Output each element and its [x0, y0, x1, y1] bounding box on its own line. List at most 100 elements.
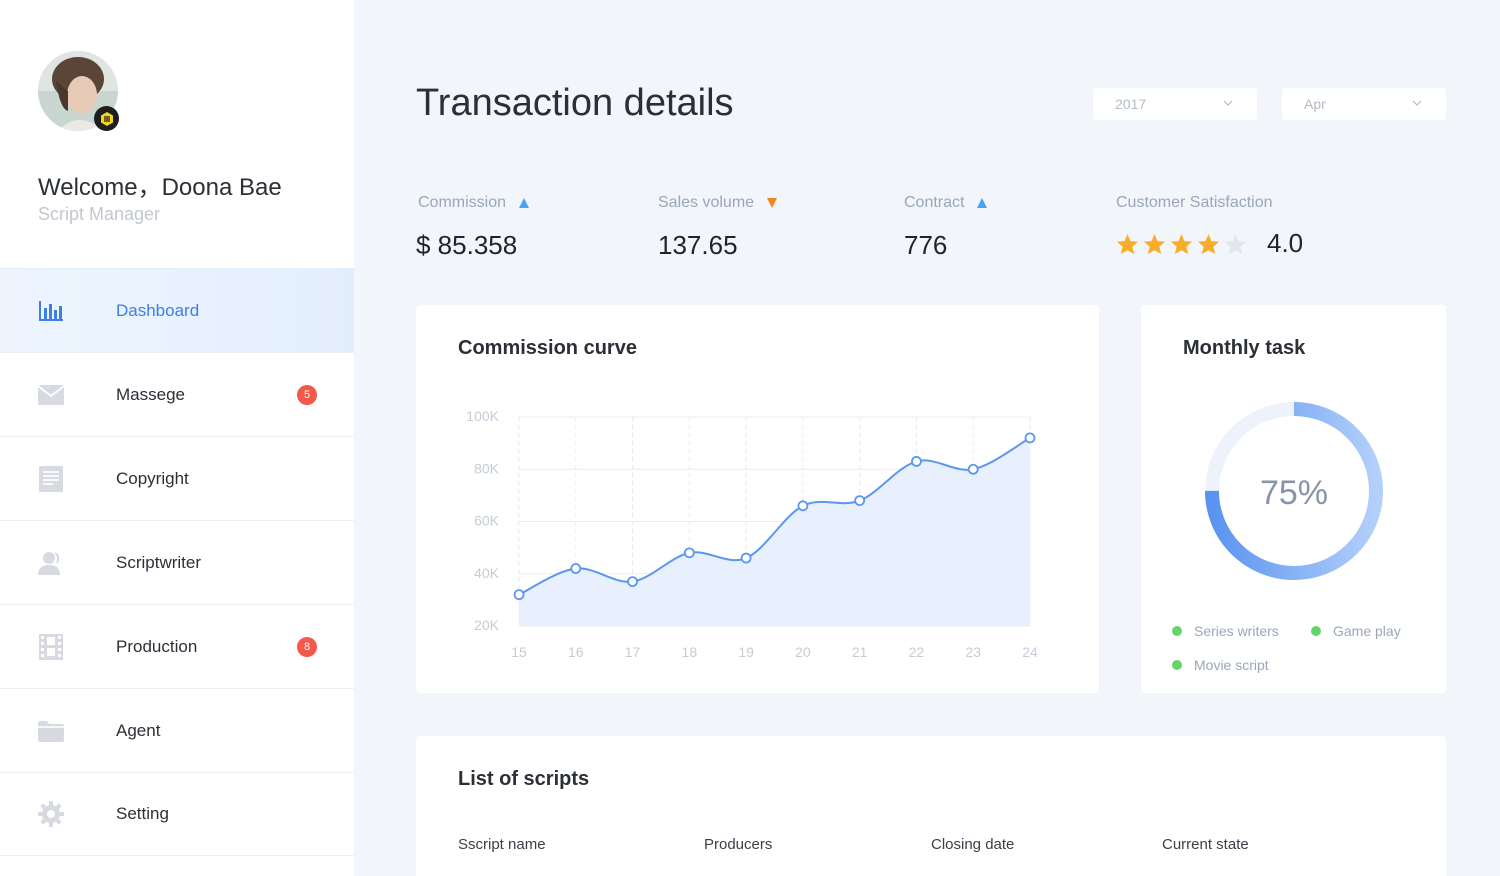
legend-item: Series writers	[1172, 623, 1279, 639]
monthly-task-card: Monthly task 75% Series writers Game pla…	[1141, 305, 1446, 693]
legend-item: Game play	[1311, 623, 1401, 639]
month-select-value: Apr	[1304, 96, 1326, 112]
chevron-down-icon	[1412, 100, 1422, 106]
stat-value: $ 85.358	[416, 230, 518, 260]
film-icon	[38, 633, 64, 660]
data-point[interactable]	[967, 463, 979, 475]
document-icon	[38, 465, 64, 492]
page-title: Transaction details	[416, 82, 734, 124]
sidebar-item-setting[interactable]: Setting	[0, 772, 354, 856]
commission-curve-card: Commission curve 100K 80K 60K 40K 20K 15 16 17 1…	[416, 305, 1099, 693]
stat-value: 776	[904, 230, 948, 260]
column-header-current-state[interactable]: Current state	[1162, 836, 1249, 853]
stat-value: 4.0	[1267, 228, 1304, 258]
chevron-down-icon	[1223, 100, 1233, 106]
sidebar-item-label: Setting	[116, 804, 169, 823]
sidebar-item-label: Production	[116, 636, 198, 656]
user-name: Doona Bae	[161, 174, 282, 201]
column-header-closing-date[interactable]: Closing date	[931, 836, 1015, 853]
x-tick-label: 17	[625, 644, 641, 660]
data-point[interactable]	[570, 563, 582, 574]
y-tick-label: 20K	[474, 617, 500, 633]
message-count-badge: 5	[297, 384, 317, 405]
stat-contract: Contract 776	[904, 194, 988, 261]
card-title: List of scripts	[458, 768, 590, 790]
scripts-list-card: List of scripts Sscript name Producers C…	[416, 736, 1446, 876]
star-icon	[1170, 233, 1193, 254]
task-progress-donut: 75%	[1205, 402, 1383, 580]
sidebar-item-scriptwriter[interactable]: Scriptwriter	[0, 520, 354, 604]
stat-commission: Commission $ 85.358	[416, 194, 530, 261]
sidebar-item-label: Scriptwriter	[116, 552, 202, 572]
commission-chart: 100K 80K 60K 40K 20K 15 16 17 18 19 20 21 22 23 24	[466, 408, 1038, 660]
sidebar-item-agent[interactable]: Agent	[0, 688, 354, 772]
sidebar-item-production[interactable]: Production 8	[0, 604, 354, 688]
data-point[interactable]	[683, 547, 695, 559]
series-area	[519, 437, 1030, 626]
stat-value: 137.65	[658, 230, 738, 260]
sidebar-nav: Dashboard Massege 5 Copyright Scriptwrit…	[0, 268, 354, 856]
data-point[interactable]	[911, 456, 922, 467]
legend-label: Movie script	[1194, 657, 1269, 673]
user-icon	[38, 550, 64, 576]
month-select[interactable]: Apr	[1282, 88, 1446, 120]
production-count-badge: 8	[297, 636, 317, 657]
legend-dot	[1172, 660, 1182, 670]
legend-label: Game play	[1333, 623, 1401, 639]
welcome-text: Welcome，Doona Bae	[38, 167, 282, 202]
x-tick-label: 20	[795, 644, 811, 660]
trend-down-icon	[767, 198, 778, 208]
stat-label: Commission	[418, 194, 507, 211]
x-tick-label: 15	[511, 644, 527, 660]
donut-progress-arc	[1205, 402, 1383, 580]
stat-customer-satisfaction: Customer Satisfaction 4.0	[1116, 194, 1303, 259]
card-title: Monthly task	[1183, 337, 1306, 359]
y-tick-label: 60K	[474, 513, 500, 529]
sidebar-item-massege[interactable]: Massege 5	[0, 352, 354, 436]
sidebar-item-label: Massege	[116, 384, 185, 404]
data-point[interactable]	[740, 552, 752, 564]
y-tick-label: 80K	[474, 460, 500, 476]
year-select-value: 2017	[1115, 96, 1147, 112]
star-icon	[1224, 233, 1247, 254]
x-tick-label: 22	[909, 644, 925, 660]
data-point[interactable]	[627, 576, 638, 587]
year-select[interactable]: 2017	[1093, 88, 1257, 120]
x-tick-label: 24	[1022, 644, 1038, 660]
y-tick-label: 40K	[474, 565, 500, 581]
data-point[interactable]	[513, 589, 525, 601]
legend-dot	[1172, 626, 1182, 636]
sidebar-item-dashboard[interactable]: Dashboard	[0, 268, 354, 352]
star-icon	[1197, 233, 1220, 254]
x-tick-label: 18	[682, 644, 698, 660]
x-tick-label: 19	[738, 644, 754, 660]
y-tick-label: 100K	[466, 408, 499, 424]
legend-item: Movie script	[1172, 657, 1269, 673]
x-tick-label: 21	[852, 644, 868, 660]
x-tick-label: 23	[965, 644, 981, 660]
column-header-script-name[interactable]: Sscript name	[458, 836, 546, 853]
verified-badge-icon	[94, 106, 119, 131]
sidebar-item-label: Copyright	[116, 468, 189, 488]
star-rating	[1116, 233, 1247, 255]
sidebar-item-label: Dashboard	[116, 300, 200, 320]
trend-up-icon	[977, 198, 988, 208]
sidebar-item-copyright[interactable]: Copyright	[0, 436, 354, 520]
stat-sales-volume: Sales volume 137.65	[658, 194, 778, 261]
user-role: Script Manager	[38, 204, 161, 224]
gear-icon	[38, 801, 64, 827]
bar-chart-icon	[38, 298, 64, 324]
star-icon	[1143, 233, 1166, 254]
data-point[interactable]	[797, 500, 809, 512]
stat-label: Customer Satisfaction	[1116, 194, 1273, 211]
data-point[interactable]	[854, 495, 866, 507]
data-point[interactable]	[1024, 432, 1036, 444]
greeting: Welcome，	[38, 174, 162, 201]
legend-dot	[1311, 626, 1321, 636]
trend-up-icon	[519, 198, 530, 208]
x-tick-label: 16	[568, 644, 584, 660]
card-title: Commission curve	[458, 337, 637, 359]
envelope-icon	[38, 382, 64, 408]
column-header-producers[interactable]: Producers	[704, 836, 773, 853]
star-icon	[1116, 233, 1139, 254]
